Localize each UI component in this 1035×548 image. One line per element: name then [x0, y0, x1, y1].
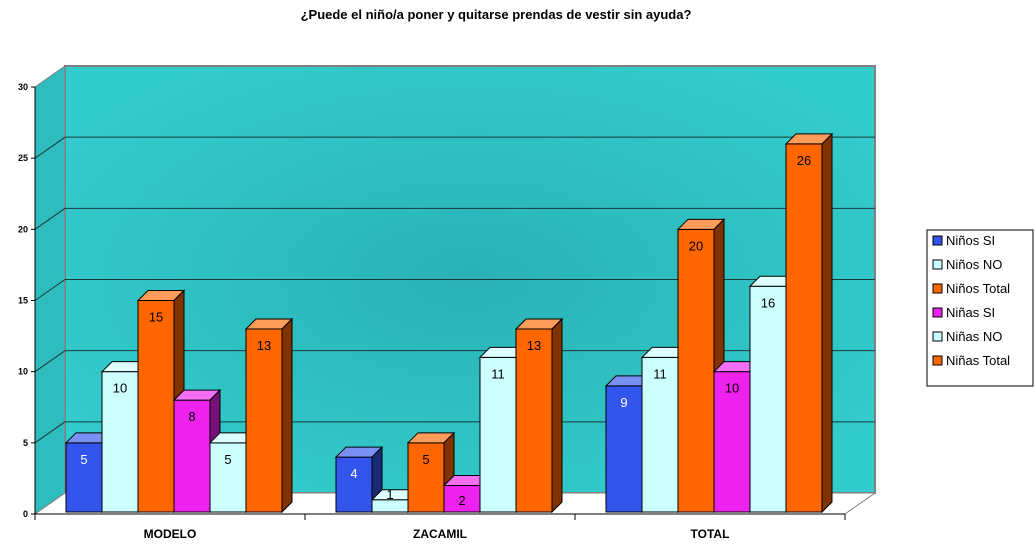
data-label: 5: [422, 452, 429, 467]
y-tick-label: 30: [18, 82, 28, 92]
y-tick-label: 5: [23, 438, 28, 448]
bar-front: [515, 328, 553, 513]
data-label: 9: [620, 395, 627, 410]
data-label: 1: [386, 487, 393, 502]
legend-box: [926, 229, 1034, 387]
bar-front: [605, 385, 643, 513]
y-tick-label: 25: [18, 153, 28, 163]
legend-swatch: [932, 259, 943, 270]
gridlines: [34, 136, 875, 444]
bar-side: [281, 317, 293, 514]
bar-front: [749, 285, 787, 513]
gridline-side: [34, 350, 66, 373]
gridline-side: [34, 421, 66, 444]
legend-swatch: [932, 355, 943, 366]
bar-front: [101, 371, 139, 513]
data-label: 16: [761, 295, 775, 310]
bar-front: [677, 228, 715, 513]
legend-label: Niñas SI: [946, 305, 995, 320]
legend-label: Niños NO: [946, 257, 1002, 272]
data-label: 13: [257, 338, 271, 353]
gridline-side: [34, 136, 66, 159]
data-label: 11: [491, 366, 505, 381]
bar-front: [245, 328, 283, 513]
bar-front: [209, 442, 247, 513]
bar-front: [65, 442, 103, 513]
category-label: TOTAL: [691, 527, 730, 541]
bar-front: [641, 356, 679, 513]
bar: [244, 317, 294, 514]
data-label: 13: [527, 338, 541, 353]
bar-front: [785, 143, 823, 513]
data-label: 10: [113, 381, 127, 396]
legend-label: Niñas NO: [946, 329, 1002, 344]
data-label: 8: [188, 409, 195, 424]
bar-front: [479, 356, 517, 513]
legend-label: Niños Total: [946, 281, 1010, 296]
bars: [64, 132, 834, 514]
y-tick-label: 15: [18, 296, 28, 306]
bar-front: [137, 300, 175, 513]
category-label: MODELO: [144, 527, 197, 541]
bar-side: [551, 317, 563, 514]
bar-front: [713, 371, 751, 513]
y-tick-label: 10: [18, 367, 28, 377]
legend-label: Niños SI: [946, 233, 995, 248]
legend-swatch: [932, 331, 943, 342]
bar: [514, 317, 564, 514]
data-label: 5: [224, 452, 231, 467]
y-tick-label: 20: [18, 224, 28, 234]
legend: Niños SI Niños NO Niños Total Niñas SI Niñas…: [926, 229, 1034, 387]
data-label: 15: [149, 310, 163, 325]
data-label: 10: [725, 381, 739, 396]
gridline-side: [34, 207, 66, 230]
data-label: 26: [797, 153, 811, 168]
gridline-side: [34, 279, 66, 301]
chart-title: ¿Puede el niño/a poner y quitarse prenda…: [301, 7, 692, 22]
data-label: 11: [653, 366, 667, 381]
legend-swatch: [932, 235, 943, 246]
data-label: 2: [458, 493, 465, 508]
category-label: ZACAMIL: [413, 527, 467, 541]
legend-swatch: [932, 283, 943, 294]
data-label: 4: [350, 466, 357, 481]
data-label: 20: [689, 238, 703, 253]
bar-front: [335, 456, 373, 513]
legend-swatch: [932, 307, 943, 318]
bar: [334, 445, 384, 514]
data-label: 5: [80, 452, 87, 467]
bar-front: [407, 442, 445, 513]
bar: [784, 132, 834, 514]
bar-side: [821, 132, 833, 514]
legend-label: Niñas Total: [946, 353, 1010, 368]
y-tick-label: 0: [23, 509, 28, 519]
